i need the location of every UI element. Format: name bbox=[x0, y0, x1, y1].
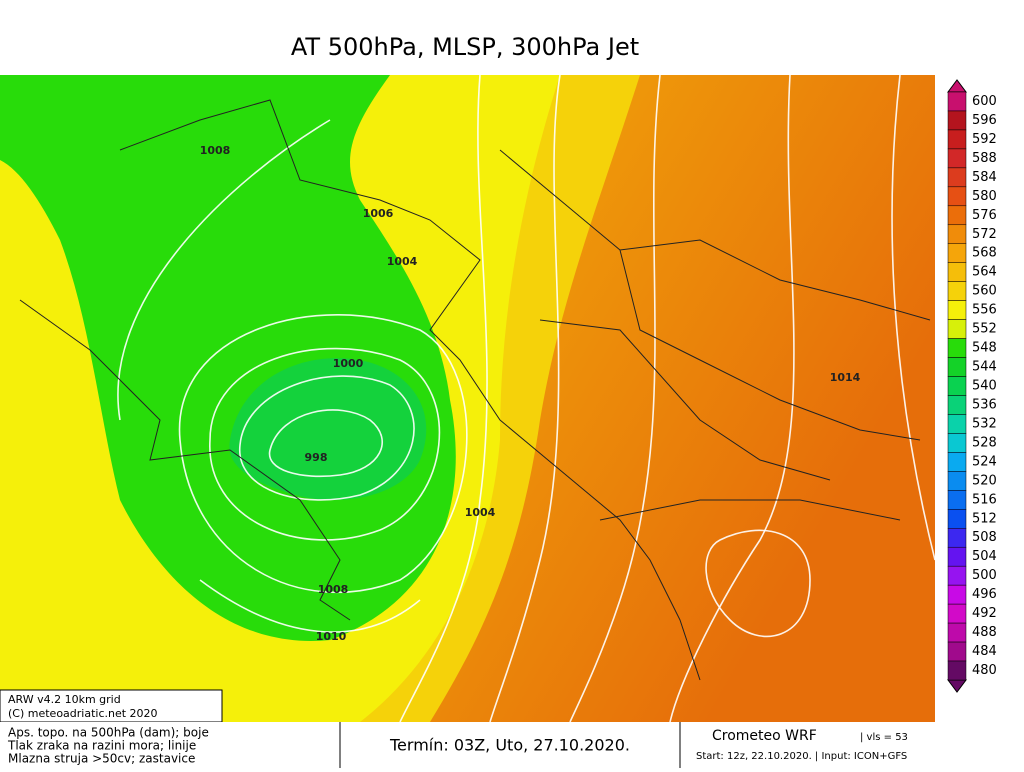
contour-label: 1000 bbox=[333, 357, 364, 370]
colorbar-label: 504 bbox=[972, 549, 997, 564]
colorbar-swatch bbox=[947, 338, 967, 358]
colorbar-swatch bbox=[947, 167, 967, 188]
colorbar-label: 564 bbox=[972, 265, 997, 280]
colorbar-label: 508 bbox=[972, 530, 997, 545]
colorbar-swatch bbox=[947, 603, 967, 624]
contour-label: 1010 bbox=[316, 630, 347, 643]
colorbar-swatch bbox=[947, 452, 967, 472]
model-box bbox=[0, 689, 223, 723]
legend-line: Mlazna struja >50cv; zastavice bbox=[8, 752, 195, 766]
contour-label: 1006 bbox=[363, 207, 394, 220]
colorbar-label: 596 bbox=[972, 113, 997, 128]
colorbar-swatch bbox=[947, 471, 967, 491]
colorbar-swatch bbox=[947, 319, 967, 339]
colorbar-swatch bbox=[947, 509, 967, 529]
contour-label: 998 bbox=[305, 451, 328, 464]
colorbar-swatch bbox=[947, 186, 967, 207]
colorbar-swatch bbox=[947, 546, 967, 567]
colorbar-swatch bbox=[947, 205, 967, 226]
colorbar-swatch bbox=[947, 148, 967, 169]
colorbar-label: 580 bbox=[972, 189, 997, 204]
colorbar-label: 532 bbox=[972, 416, 997, 431]
legend-line: Aps. topo. na 500hPa (dam); boje bbox=[8, 726, 209, 740]
colorbar-arrow bbox=[947, 679, 967, 693]
colorbar-label: 576 bbox=[972, 208, 997, 223]
colorbar-label: 572 bbox=[972, 227, 997, 242]
footer bbox=[0, 722, 1024, 768]
colorbar-swatch bbox=[947, 641, 967, 662]
colorbar-swatch bbox=[947, 300, 967, 320]
colorbar-swatch bbox=[947, 224, 967, 244]
colorbar-label: 480 bbox=[972, 663, 997, 678]
colorbar-label: 520 bbox=[972, 473, 997, 488]
contour-label: 1014 bbox=[830, 371, 861, 384]
colorbar-arrow bbox=[947, 79, 967, 93]
colorbar-label: 496 bbox=[972, 587, 997, 602]
colorbar-swatch bbox=[947, 395, 967, 415]
model-box-line: ARW v4.2 10km grid bbox=[8, 693, 121, 706]
model-start: Start: 12z, 22.10.2020. | Input: ICON+GF… bbox=[696, 751, 907, 762]
contour-label: 1004 bbox=[465, 506, 496, 519]
colorbar-label: 592 bbox=[972, 132, 997, 147]
legend-line: Tlak zraka na razini mora; linije bbox=[7, 739, 196, 753]
colorbar-label: 548 bbox=[972, 341, 997, 356]
colorbar-swatch bbox=[947, 528, 967, 548]
colorbar-swatch bbox=[947, 433, 967, 453]
colorbar-label: 600 bbox=[972, 94, 997, 109]
colorbar-label: 556 bbox=[972, 303, 997, 318]
colorbar-label: 500 bbox=[972, 568, 997, 583]
colorbar: 600 596 592 588 584 580 576 572 568 564 560 556 552 5… bbox=[947, 79, 997, 693]
contour-label: 1008 bbox=[200, 144, 231, 157]
term: Termín: 03Z, Uto, 27.10.2020. bbox=[389, 736, 630, 755]
colorbar-swatch bbox=[947, 281, 967, 301]
map: 1008 1006 1004 1000 998 1004 1008 1010 1… bbox=[0, 74, 936, 723]
colorbar-swatch bbox=[947, 262, 967, 282]
title: AT 500hPa, MLSP, 300hPa Jet bbox=[291, 33, 639, 61]
colorbar-label: 584 bbox=[972, 170, 997, 185]
colorbar-label: 560 bbox=[972, 284, 997, 299]
colorbar-swatch bbox=[947, 376, 967, 396]
colorbar-swatch bbox=[947, 584, 967, 605]
colorbar-swatch bbox=[947, 110, 967, 131]
model-vls: | vls = 53 bbox=[860, 732, 908, 743]
model-name: Crometeo WRF bbox=[712, 728, 817, 744]
colorbar-label: 588 bbox=[972, 151, 997, 166]
colorbar-label: 512 bbox=[972, 511, 997, 526]
colorbar-swatch bbox=[947, 565, 967, 586]
colorbar-label: 528 bbox=[972, 435, 997, 450]
colorbar-label: 488 bbox=[972, 625, 997, 640]
colorbar-label: 516 bbox=[972, 492, 997, 507]
colorbar-label: 544 bbox=[972, 360, 997, 375]
colorbar-swatch bbox=[947, 91, 967, 112]
colorbar-swatch bbox=[947, 243, 967, 263]
colorbar-swatch bbox=[947, 129, 967, 150]
colorbar-label: 536 bbox=[972, 397, 997, 412]
colorbar-label: 552 bbox=[972, 322, 997, 337]
model-box-line: (C) meteoadriatic.net 2020 bbox=[8, 707, 158, 720]
contour-label: 1004 bbox=[387, 255, 418, 268]
low-center bbox=[229, 358, 427, 500]
colorbar-swatch bbox=[947, 622, 967, 643]
colorbar-label: 568 bbox=[972, 246, 997, 261]
colorbar-swatch bbox=[947, 414, 967, 434]
colorbar-swatch bbox=[947, 490, 967, 510]
colorbar-label: 484 bbox=[972, 644, 997, 659]
colorbar-label: 524 bbox=[972, 454, 997, 469]
colorbar-swatch bbox=[947, 660, 967, 681]
colorbar-swatch bbox=[947, 357, 967, 377]
contour-label: 1008 bbox=[318, 583, 349, 596]
colorbar-label: 492 bbox=[972, 606, 997, 621]
colorbar-label: 540 bbox=[972, 379, 997, 394]
